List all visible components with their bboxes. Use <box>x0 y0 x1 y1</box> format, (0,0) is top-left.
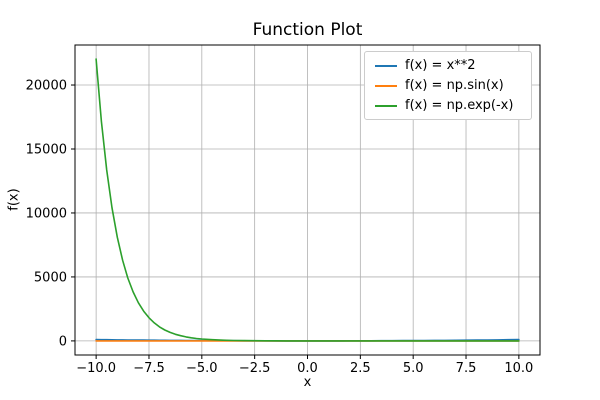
y-tick-label: 15000 <box>26 142 67 157</box>
x-tick-label: 7.5 <box>456 361 477 376</box>
x-axis-label: x <box>303 375 312 390</box>
chart-title: Function Plot <box>252 20 363 40</box>
legend-label: f(x) = np.sin(x) <box>405 78 504 93</box>
y-tick-label: 10000 <box>26 206 67 221</box>
legend-line-swatch <box>375 64 397 67</box>
x-tick-label: −5.0 <box>186 361 218 376</box>
y-tick-label: 20000 <box>26 79 67 94</box>
legend-label: f(x) = np.exp(-x) <box>405 98 514 113</box>
legend-item: f(x) = x**2 <box>375 59 521 72</box>
y-axis-label: f(x) <box>6 188 22 211</box>
legend-line-swatch <box>375 104 397 107</box>
x-tick-label: −2.5 <box>239 361 271 376</box>
y-tick-label: 5000 <box>34 270 67 285</box>
legend-item: f(x) = np.sin(x) <box>375 79 521 92</box>
x-tick-label: 0.0 <box>297 361 318 376</box>
x-tick-label: 2.5 <box>350 361 371 376</box>
x-tick-label: 10.0 <box>504 361 533 376</box>
legend-label: f(x) = x**2 <box>405 58 476 73</box>
legend-line-swatch <box>375 84 397 87</box>
x-tick-label: 5.0 <box>403 361 424 376</box>
legend: f(x) = x**2 f(x) = np.sin(x) f(x) = np.e… <box>364 51 532 120</box>
legend-item: f(x) = np.exp(-x) <box>375 99 521 112</box>
series-line <box>95 58 520 342</box>
x-tick-label: −7.5 <box>133 361 165 376</box>
y-tick-label: 0 <box>59 334 67 349</box>
x-tick-label: −10.0 <box>76 361 116 376</box>
